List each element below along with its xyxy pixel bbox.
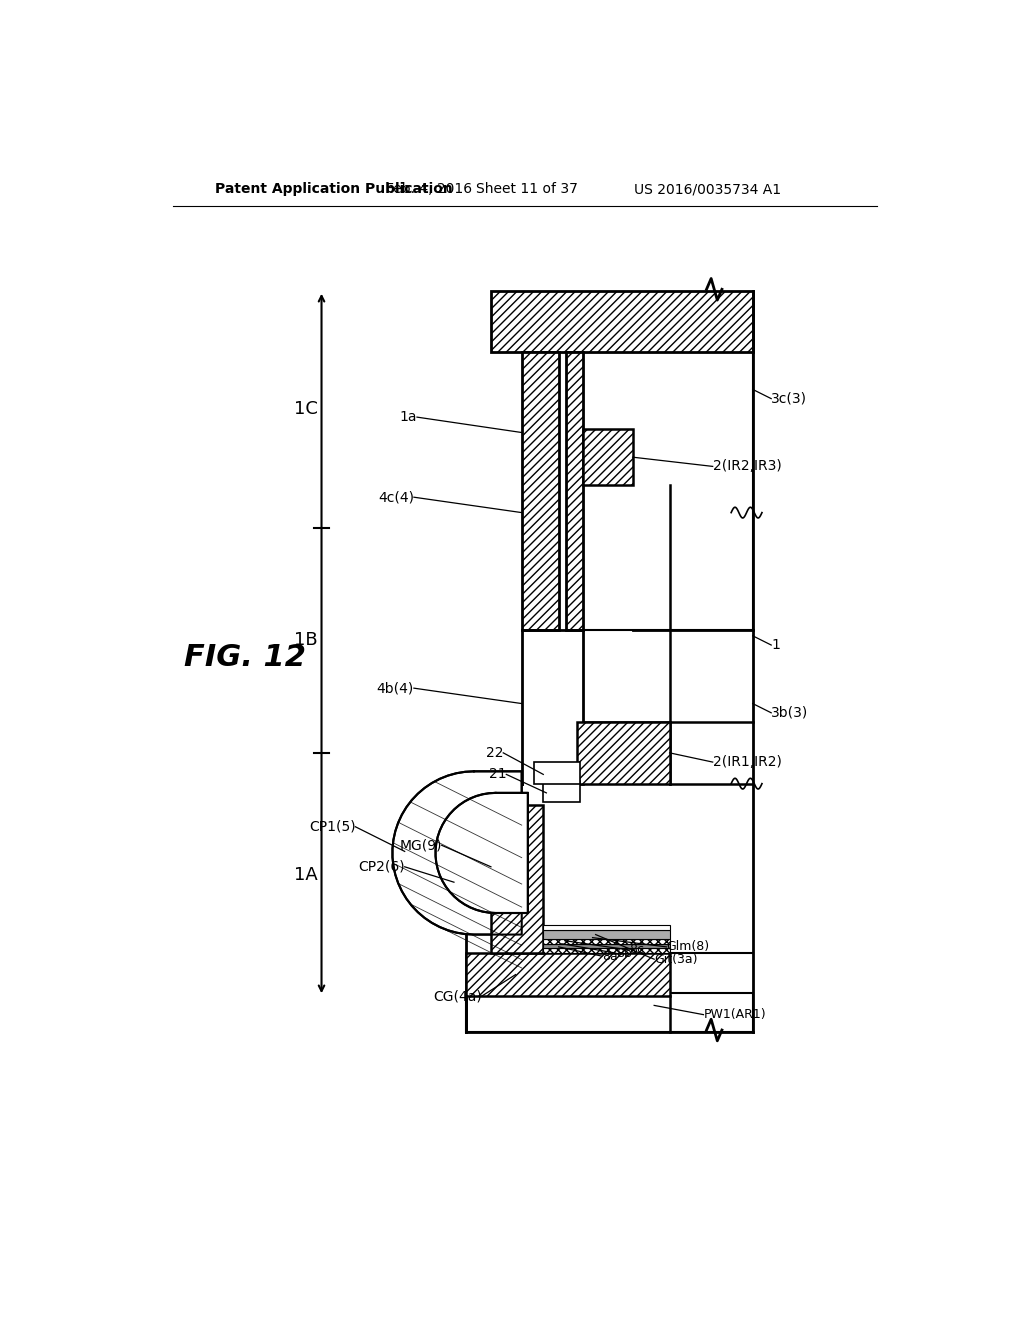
Text: 8c: 8c [630,944,644,957]
Bar [535,762,581,784]
Bar [490,290,753,352]
Text: CP2(6): CP2(6) [358,859,404,874]
Bar [544,944,670,949]
Bar [584,429,633,484]
Bar [544,925,670,929]
Bar [578,722,670,784]
Text: 1B: 1B [294,631,317,649]
Bar [544,940,670,944]
Bar [566,352,584,630]
Bar [521,352,559,630]
Text: 1: 1 [771,638,780,652]
Text: PW1(AR1): PW1(AR1) [703,1008,766,1022]
Text: Patent Application Publication: Patent Application Publication [215,182,453,197]
Text: Feb. 4, 2016: Feb. 4, 2016 [386,182,472,197]
Text: 8a: 8a [602,949,617,962]
Bar [466,953,670,997]
Text: 2(IR2,IR3): 2(IR2,IR3) [713,459,781,474]
Bar [584,352,753,630]
Text: MG(9): MG(9) [399,838,441,853]
Text: 3c(3): 3c(3) [771,392,807,405]
Polygon shape [392,771,521,935]
Text: 2(IR1,IR2): 2(IR1,IR2) [713,755,781,770]
Text: 1a: 1a [399,411,417,424]
Bar [544,949,670,953]
Text: Sheet 11 of 37: Sheet 11 of 37 [476,182,578,197]
Text: FIG. 12: FIG. 12 [183,643,305,672]
Text: 22: 22 [485,746,503,760]
Bar [490,805,544,953]
Text: 4b(4): 4b(4) [377,681,414,696]
Text: 21: 21 [488,767,506,781]
Text: CG(4a): CG(4a) [433,989,481,1003]
Text: 4c(4): 4c(4) [378,490,414,504]
Text: 8b: 8b [615,946,632,960]
Bar [544,929,670,940]
Text: CP1(5): CP1(5) [309,820,355,834]
Bar [466,993,753,1032]
Polygon shape [435,793,528,913]
Text: 1C: 1C [294,400,318,418]
Text: US 2016/0035734 A1: US 2016/0035734 A1 [635,182,781,197]
Text: Git(3a): Git(3a) [654,953,697,966]
Text: 3b(3): 3b(3) [771,706,809,719]
Text: Glm(8): Glm(8) [667,940,710,953]
Text: 1A: 1A [294,866,318,883]
Bar [544,780,581,803]
